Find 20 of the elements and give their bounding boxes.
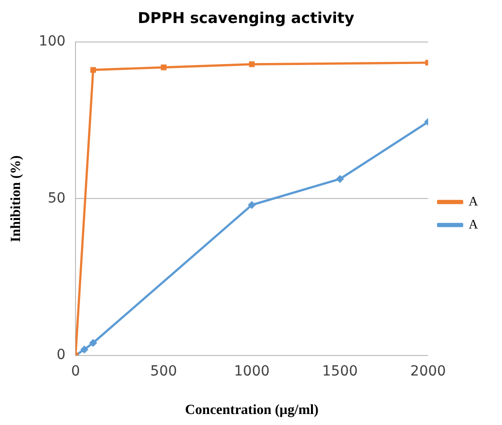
point	[89, 338, 98, 347]
point	[248, 200, 256, 209]
y-tick-label: 0	[56, 347, 66, 364]
y-tick-label: 100	[38, 34, 66, 50]
point	[90, 67, 96, 73]
point	[160, 64, 166, 70]
point	[248, 61, 255, 68]
point	[336, 174, 344, 183]
y-axis-title: Inhibition (%)	[9, 154, 24, 242]
y-tick-label: 50	[48, 190, 66, 206]
x-tick-label: 500	[150, 363, 178, 380]
x-tick-label: 2000	[410, 363, 446, 380]
chart-title: DPPH scavenging activity	[138, 8, 354, 27]
legend-label: A	[468, 216, 479, 232]
x-tick-label: 1500	[322, 363, 358, 380]
x-tick-label: 1000	[234, 363, 270, 380]
legend-label: A	[468, 193, 479, 208]
x-axis-title: Concentration (μg/ml)	[185, 403, 319, 418]
x-tick-label: 0	[71, 363, 80, 380]
point	[80, 345, 88, 354]
